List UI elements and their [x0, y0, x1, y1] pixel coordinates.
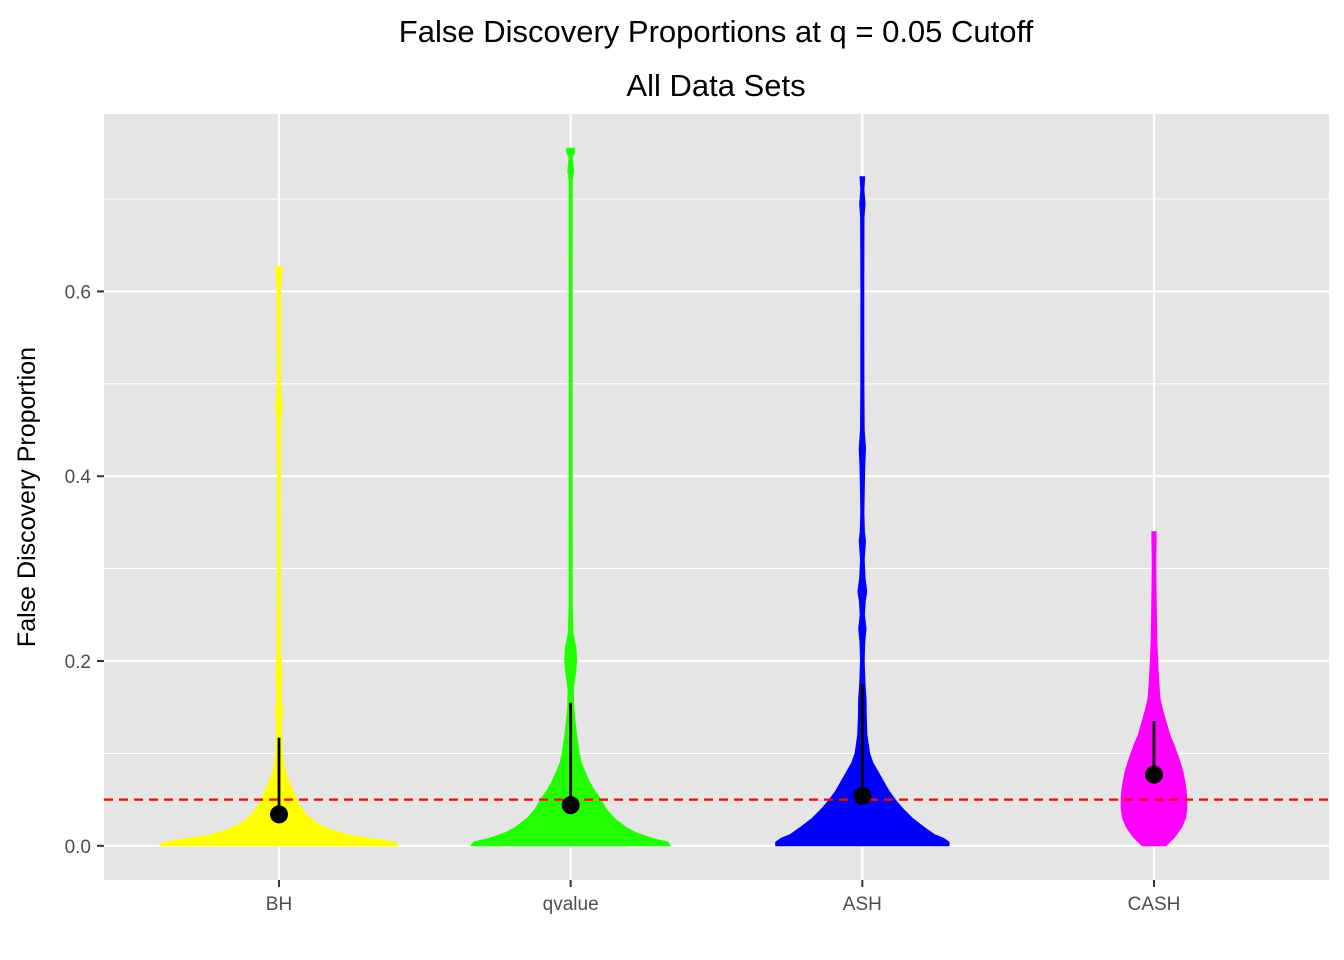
violin-bh	[159, 266, 399, 847]
x-axis: BH qvalue ASH CASH	[266, 880, 1181, 915]
error-bars	[270, 684, 1163, 824]
mean-point-qvalue	[561, 796, 580, 815]
violins	[159, 147, 1188, 847]
x-tick-label-qvalue: qvalue	[543, 894, 599, 915]
mean-point-ash	[853, 786, 872, 805]
violin-qvalue	[470, 147, 671, 847]
mean-point-bh	[270, 805, 288, 824]
y-tick-label: 0.6	[65, 282, 91, 303]
chart-subtitle: All Data Sets	[626, 68, 805, 103]
x-tick-label-bh: BH	[266, 894, 292, 915]
x-tick-label-ash: ASH	[843, 894, 882, 915]
x-tick-label-cash: CASH	[1128, 894, 1181, 915]
y-axis-label: False Discovery Proportion	[13, 347, 41, 647]
violin-cash	[1120, 531, 1188, 847]
mean-point-cash	[1145, 765, 1163, 784]
y-tick-label: 0.2	[65, 652, 91, 673]
y-tick-label: 0.4	[65, 467, 92, 488]
chart-title: False Discovery Proportions at q = 0.05 …	[399, 14, 1034, 49]
y-tick-label: 0.0	[65, 837, 91, 858]
y-axis: 0.0 0.2 0.4 0.6	[65, 282, 104, 858]
plot-panel	[104, 114, 1329, 880]
violin-ash	[775, 176, 950, 847]
